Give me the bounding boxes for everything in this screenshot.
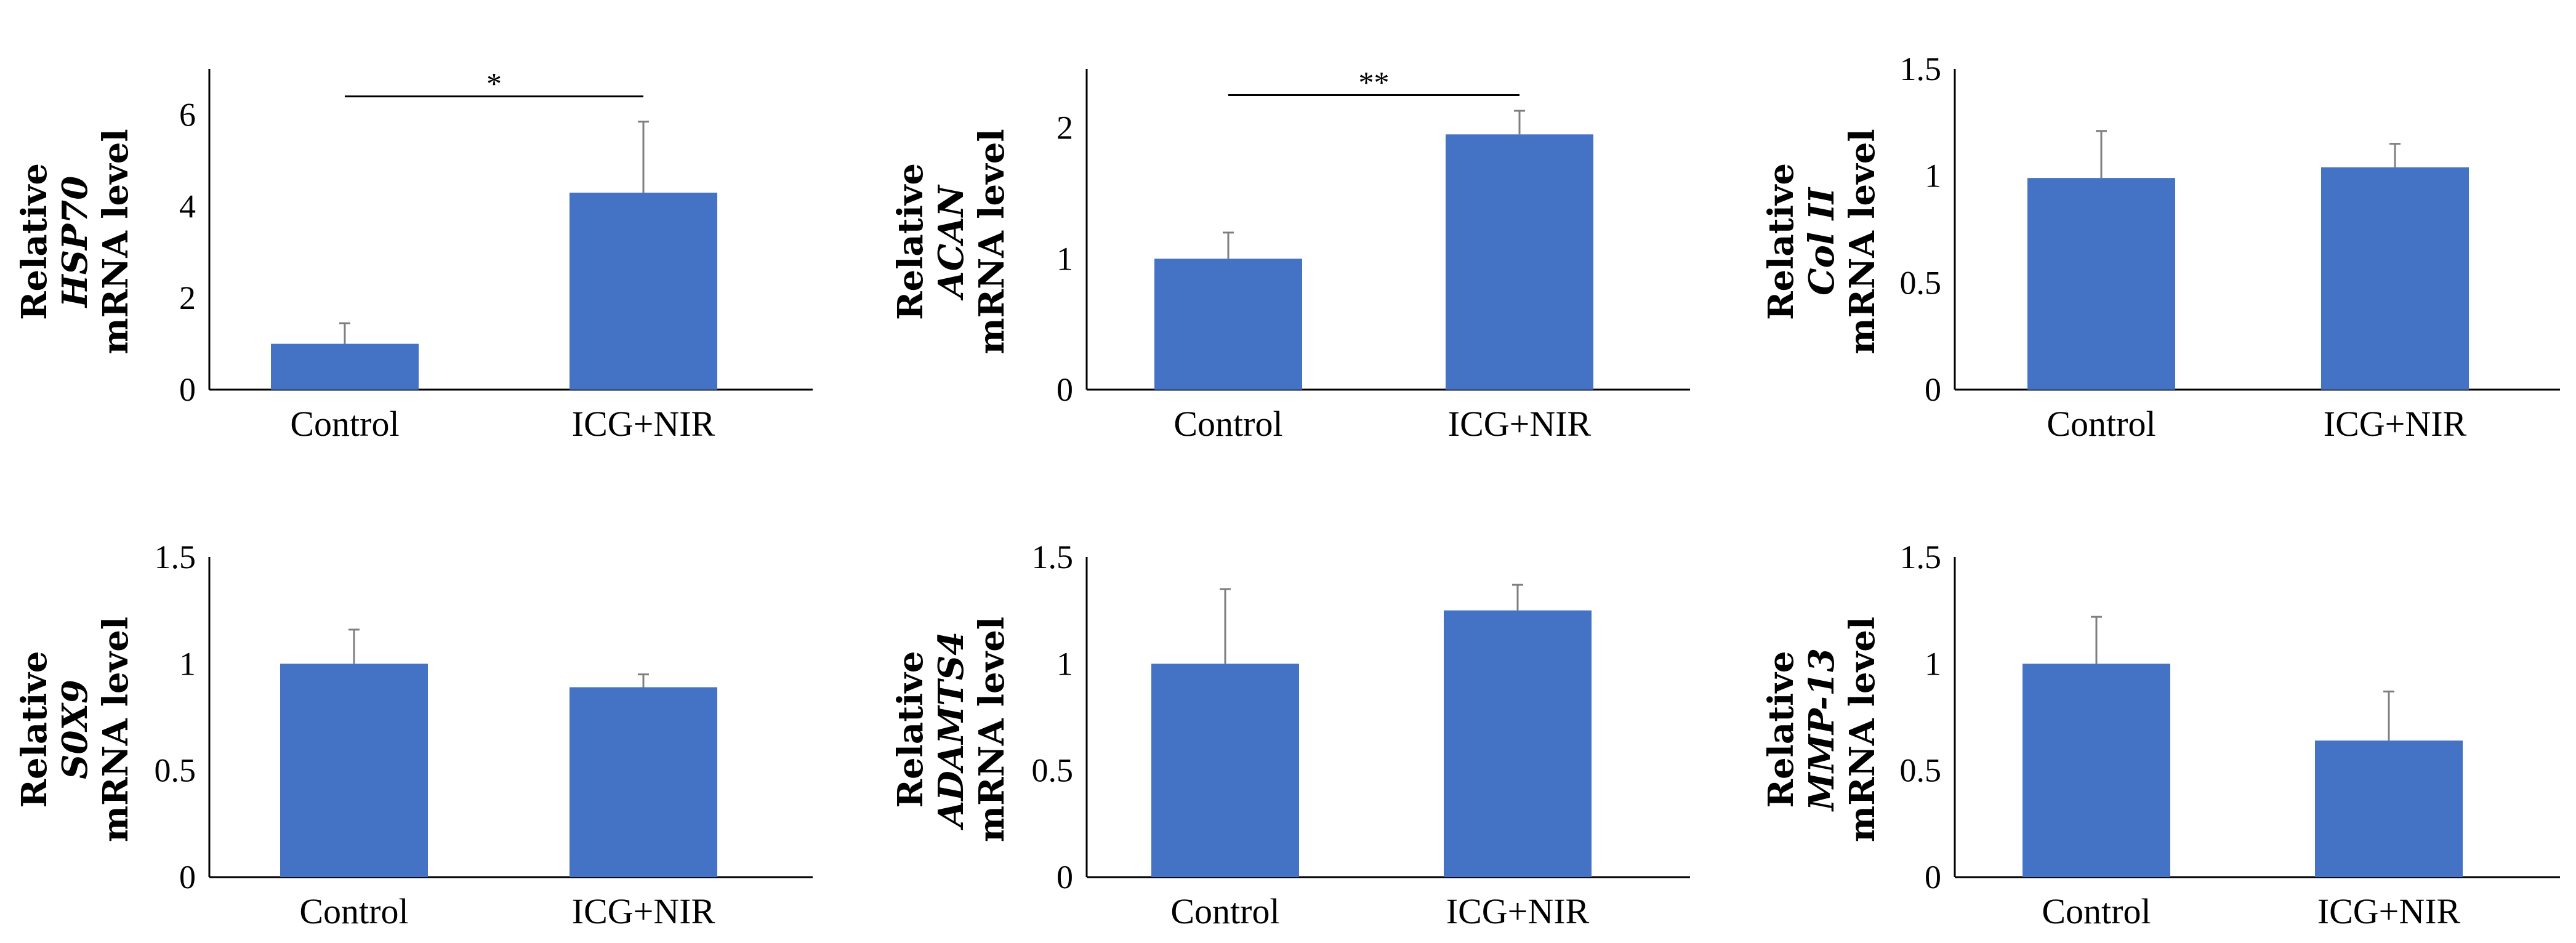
- y-axis-label-line: mRNA level: [1842, 617, 1883, 842]
- y-tick-label: 1.5: [1900, 539, 1942, 576]
- y-axis-label-line: mRNA level: [95, 129, 136, 354]
- y-axis-label-line: Relative: [1761, 163, 1801, 320]
- y-tick-label: 1: [179, 645, 196, 682]
- x-category-label: Control: [290, 404, 399, 444]
- y-tick-label: 2: [1057, 110, 1073, 146]
- y-tick-label: 0.5: [1032, 752, 1074, 789]
- bar-icg-nir: [2315, 740, 2463, 877]
- bar-control: [280, 664, 428, 877]
- y-axis-label-gene: MMP-13: [1801, 648, 1842, 812]
- x-category-label: ICG+NIR: [1448, 404, 1592, 444]
- y-axis-label-line: Relative: [890, 163, 931, 320]
- y-axis-label-gene: HSP70: [55, 176, 95, 308]
- y-tick-label: 0: [1925, 859, 1941, 896]
- x-category-label: ICG+NIR: [1446, 891, 1590, 931]
- y-tick-label: 4: [179, 188, 196, 225]
- bar-icg-nir: [570, 192, 717, 390]
- chart-panel-2: 0 1 2 Control ICG+NIR ** RelativeACANmRNA leve…: [890, 65, 1690, 444]
- y-axis-label-gene: ADAMTS4: [931, 632, 972, 831]
- chart-panel-6: 0 0.5 1 1.5 Control ICG+NIR RelativeMMP-13mRNA…: [1761, 539, 2560, 931]
- y-tick-label: 0.5: [155, 752, 196, 789]
- y-axis-label-line: Relative: [14, 163, 55, 320]
- bar-control: [2027, 178, 2175, 390]
- bar-icg-nir: [1444, 610, 1592, 877]
- y-axis-label-line: Relative: [890, 651, 931, 808]
- chart-panel-4: 0 0.5 1 1.5 Control ICG+NIR RelativeS0X9mRNA l…: [14, 539, 813, 931]
- y-tick-label: 1: [1925, 158, 1941, 195]
- y-axis-label: RelativeACANmRNA level: [890, 129, 1012, 354]
- x-category-label: Control: [2042, 891, 2151, 931]
- x-category-label: Control: [299, 891, 408, 931]
- y-tick-label: 0: [1057, 859, 1073, 896]
- y-axis-label: RelativeCol IImRNA level: [1761, 129, 1883, 354]
- y-tick-label: 0: [1925, 371, 1941, 408]
- chart-panel-1: 0 2 4 6 Control ICG+NIR * RelativeHSP70mRNA lev…: [14, 66, 813, 444]
- y-axis-label-line: mRNA level: [972, 617, 1012, 842]
- chart-panel-3: 0 0.5 1 1.5 Control ICG+NIR RelativeCol IImRNA…: [1761, 50, 2560, 444]
- y-axis-label-line: Relative: [1761, 651, 1801, 808]
- chart-panel-5: 0 0.5 1 1.5 Control ICG+NIR RelativeADAMTS4mRN…: [890, 539, 1690, 931]
- significance-label: **: [1359, 65, 1390, 100]
- x-category-label: Control: [2047, 404, 2155, 444]
- bar-control: [1151, 664, 1299, 877]
- y-axis-label: RelativeHSP70mRNA level: [14, 129, 136, 354]
- y-axis-label: RelativeMMP-13mRNA level: [1761, 617, 1883, 842]
- y-axis-label: RelativeS0X9mRNA level: [14, 617, 136, 842]
- bar-icg-nir: [570, 687, 717, 877]
- y-tick-label: 1: [1925, 645, 1941, 682]
- bar-icg-nir: [1446, 134, 1593, 390]
- y-axis-label-gene: Col II: [1801, 187, 1842, 295]
- y-axis-label-line: mRNA level: [95, 617, 136, 842]
- bar-icg-nir: [2321, 167, 2469, 390]
- bar-control: [271, 343, 419, 390]
- bar-control: [1154, 259, 1302, 390]
- y-tick-label: 0: [179, 859, 196, 896]
- x-category-label: Control: [1173, 404, 1282, 444]
- bar-control: [2023, 664, 2170, 877]
- y-tick-label: 1.5: [155, 539, 196, 576]
- y-tick-label: 6: [179, 96, 196, 133]
- x-category-label: ICG+NIR: [572, 404, 715, 444]
- y-tick-label: 2: [179, 279, 196, 316]
- x-category-label: ICG+NIR: [2317, 891, 2461, 931]
- y-axis-label-gene: S0X9: [55, 680, 95, 779]
- x-category-label: ICG+NIR: [2324, 404, 2467, 444]
- y-tick-label: 0.5: [1900, 264, 1942, 301]
- y-tick-label: 1: [1057, 645, 1073, 682]
- y-axis-label-line: mRNA level: [972, 129, 1012, 354]
- x-category-label: Control: [1170, 891, 1279, 931]
- y-tick-label: 0.5: [1900, 752, 1942, 789]
- y-tick-label: 1.5: [1900, 50, 1942, 87]
- significance-label: *: [486, 66, 502, 101]
- y-axis-label-line: mRNA level: [1842, 129, 1883, 354]
- y-axis-label-gene: ACAN: [931, 184, 972, 300]
- x-category-label: ICG+NIR: [572, 891, 715, 931]
- y-tick-label: 1.5: [1032, 539, 1074, 576]
- y-tick-label: 0: [179, 371, 196, 408]
- y-tick-label: 0: [1057, 371, 1073, 408]
- y-axis-label-line: Relative: [14, 651, 55, 808]
- y-axis-label: RelativeADAMTS4mRNA level: [890, 617, 1012, 842]
- y-tick-label: 1: [1057, 240, 1073, 277]
